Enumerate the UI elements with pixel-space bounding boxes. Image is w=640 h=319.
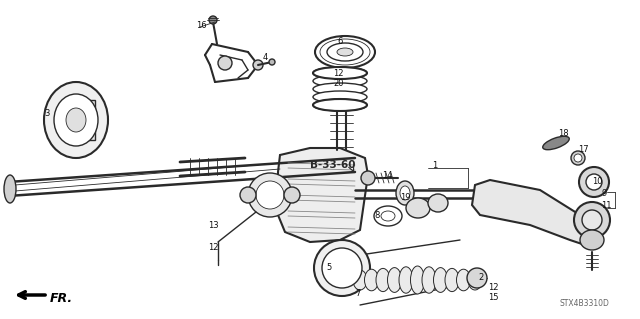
Text: 4: 4 <box>263 53 268 62</box>
Ellipse shape <box>44 82 108 158</box>
Text: B-33-60: B-33-60 <box>310 160 355 170</box>
Polygon shape <box>472 180 600 245</box>
Ellipse shape <box>327 43 363 61</box>
Circle shape <box>571 151 585 165</box>
Ellipse shape <box>313 75 367 87</box>
Ellipse shape <box>313 83 367 95</box>
Ellipse shape <box>240 187 256 203</box>
Ellipse shape <box>248 173 292 217</box>
Text: 14: 14 <box>382 170 392 180</box>
Text: 8: 8 <box>374 211 380 220</box>
Text: 2: 2 <box>478 273 483 283</box>
Ellipse shape <box>456 269 470 291</box>
Circle shape <box>361 171 375 185</box>
Text: 17: 17 <box>578 145 589 154</box>
Ellipse shape <box>313 67 367 79</box>
Text: 9: 9 <box>601 189 606 198</box>
Ellipse shape <box>543 136 569 150</box>
Ellipse shape <box>400 186 410 200</box>
Ellipse shape <box>410 266 424 294</box>
Ellipse shape <box>396 181 414 205</box>
Text: 10: 10 <box>592 176 602 186</box>
Ellipse shape <box>313 99 367 111</box>
Text: FR.: FR. <box>50 292 73 305</box>
Ellipse shape <box>322 248 362 288</box>
Ellipse shape <box>399 267 413 293</box>
Ellipse shape <box>387 268 401 293</box>
Ellipse shape <box>256 181 284 209</box>
Circle shape <box>209 16 217 24</box>
Ellipse shape <box>313 67 367 79</box>
Ellipse shape <box>580 230 604 250</box>
Ellipse shape <box>406 198 430 218</box>
Ellipse shape <box>468 270 482 290</box>
Ellipse shape <box>313 91 367 103</box>
Text: 12: 12 <box>208 242 218 251</box>
Circle shape <box>218 56 232 70</box>
Ellipse shape <box>445 268 459 292</box>
Circle shape <box>574 154 582 162</box>
Circle shape <box>574 202 610 238</box>
Text: 7: 7 <box>355 290 360 299</box>
Ellipse shape <box>433 268 447 293</box>
Text: 12: 12 <box>488 283 499 292</box>
Circle shape <box>467 268 487 288</box>
Ellipse shape <box>66 108 86 132</box>
Text: 5: 5 <box>326 263 332 271</box>
Ellipse shape <box>313 99 367 111</box>
Bar <box>85 100 95 140</box>
Text: STX4B3310D: STX4B3310D <box>560 299 610 308</box>
Text: 20: 20 <box>333 79 344 88</box>
Text: 11: 11 <box>601 202 611 211</box>
Ellipse shape <box>428 194 448 212</box>
Ellipse shape <box>54 94 98 146</box>
Polygon shape <box>278 148 368 242</box>
Text: 15: 15 <box>488 293 499 301</box>
Circle shape <box>582 210 602 230</box>
Ellipse shape <box>374 206 402 226</box>
Ellipse shape <box>365 269 378 291</box>
Circle shape <box>579 167 609 197</box>
Ellipse shape <box>337 48 353 56</box>
Circle shape <box>269 59 275 65</box>
Ellipse shape <box>4 175 16 203</box>
Text: 18: 18 <box>558 130 568 138</box>
Text: 19: 19 <box>400 192 410 202</box>
Circle shape <box>586 174 602 190</box>
Ellipse shape <box>314 240 370 296</box>
Ellipse shape <box>284 187 300 203</box>
Text: 3: 3 <box>44 108 49 117</box>
Ellipse shape <box>376 268 390 292</box>
Text: 12: 12 <box>333 70 344 78</box>
Text: 13: 13 <box>208 220 219 229</box>
Ellipse shape <box>353 270 367 290</box>
Ellipse shape <box>381 211 395 221</box>
Text: 16: 16 <box>196 21 207 31</box>
Text: 6: 6 <box>337 38 342 47</box>
Ellipse shape <box>422 267 436 293</box>
Circle shape <box>253 60 263 70</box>
Ellipse shape <box>315 36 375 68</box>
Text: 1: 1 <box>432 160 437 169</box>
